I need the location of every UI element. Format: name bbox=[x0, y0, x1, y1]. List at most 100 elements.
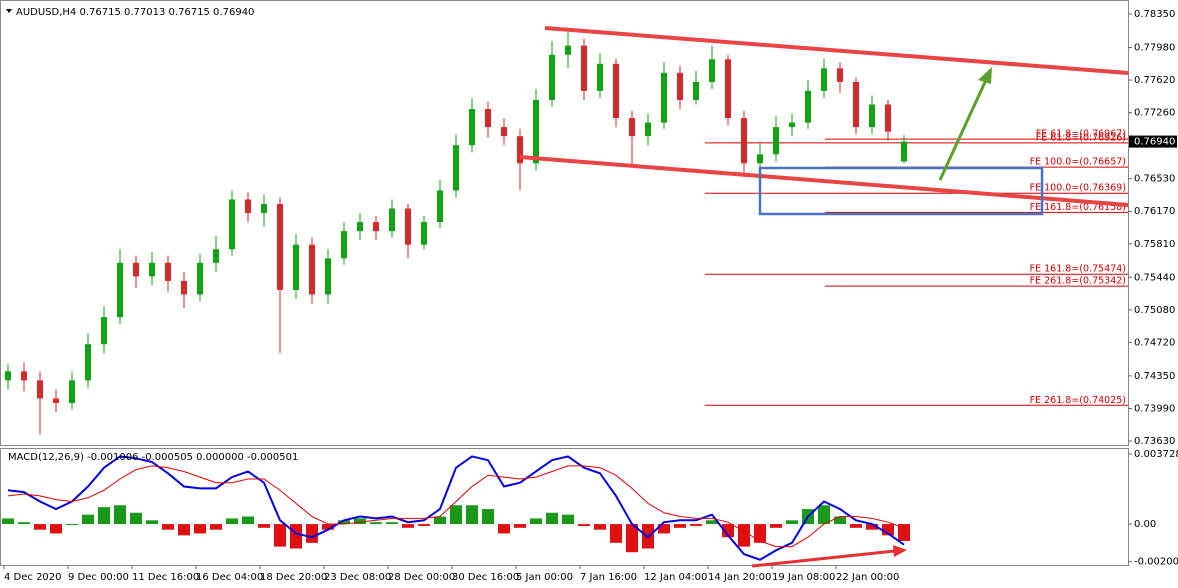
y-tick-label: 0.75810 bbox=[1134, 239, 1175, 250]
macd-bar bbox=[130, 512, 142, 525]
fibo-label: FE 61.8=(0.76926) bbox=[1036, 132, 1126, 143]
y-tick-label: 0.77620 bbox=[1134, 75, 1175, 86]
candle-body bbox=[677, 72, 683, 100]
candle-body bbox=[581, 45, 587, 91]
macd-y-tick-label: -0.002005 bbox=[1134, 557, 1178, 568]
candle-body bbox=[245, 199, 251, 214]
y-tick-label: 0.74720 bbox=[1134, 337, 1175, 348]
macd-bar bbox=[834, 516, 846, 525]
candle-body bbox=[181, 280, 187, 295]
macd-bar bbox=[770, 524, 782, 528]
price-pane bbox=[0, 0, 1129, 446]
menu-triangle[interactable] bbox=[6, 9, 12, 13]
x-tick-label: 14 Jan 20:00 bbox=[708, 572, 771, 583]
x-tick-label: 19 Jan 08:00 bbox=[772, 572, 835, 583]
macd-bar bbox=[450, 505, 462, 525]
candle-body bbox=[229, 199, 235, 250]
x-tick-label: 7 Jan 16:00 bbox=[580, 572, 637, 583]
y-tick-label: 0.73630 bbox=[1134, 436, 1175, 447]
macd-bar bbox=[882, 524, 894, 536]
candle-body bbox=[69, 380, 75, 404]
macd-bar bbox=[258, 524, 270, 528]
x-tick-label: 23 Dec 08:00 bbox=[324, 572, 391, 583]
candle-body bbox=[261, 203, 267, 214]
candle-body bbox=[53, 398, 59, 404]
fibo-label: FE 261.8=(0.74025) bbox=[1030, 395, 1126, 406]
macd-bar bbox=[194, 524, 206, 534]
candle-body bbox=[501, 127, 507, 137]
candle-body bbox=[309, 244, 315, 295]
macd-bar bbox=[354, 518, 366, 525]
macd-bar bbox=[658, 524, 670, 534]
candle-body bbox=[5, 371, 11, 381]
plot-layer: 0.78350 0.77980 0.77620 0.77260 0.76530 0.761… bbox=[2, 9, 1178, 583]
macd-bar bbox=[530, 518, 542, 525]
macd-bar bbox=[562, 514, 574, 525]
x-tick-label: 4 Dec 2020 bbox=[4, 572, 62, 583]
x-tick-label: 9 Dec 00:00 bbox=[68, 572, 129, 583]
macd-y-tick-label: 0.003728 bbox=[1134, 449, 1178, 460]
x-tick-label: 16 Dec 04:00 bbox=[196, 572, 263, 583]
macd-bar bbox=[674, 524, 686, 528]
macd-bar bbox=[722, 524, 734, 538]
macd-bar bbox=[210, 524, 222, 530]
x-tick-label: 28 Dec 00:00 bbox=[388, 572, 455, 583]
macd-bar bbox=[162, 524, 174, 530]
candle-body bbox=[773, 127, 779, 155]
candle-body bbox=[197, 262, 203, 295]
y-tick-label: 0.76530 bbox=[1134, 174, 1175, 185]
fibo-label: FE 61.8=(0.76967) bbox=[1036, 129, 1126, 140]
x-tick-label: 18 Dec 20:00 bbox=[260, 572, 327, 583]
last-price-box bbox=[1129, 135, 1177, 148]
candle-body bbox=[533, 99, 539, 164]
y-tick-label: 0.75080 bbox=[1134, 305, 1175, 316]
macd-bar bbox=[114, 505, 126, 525]
macd-line bbox=[7, 465, 905, 548]
macd-bar bbox=[386, 522, 398, 525]
x-tick-label: 30 Dec 16:00 bbox=[452, 572, 519, 583]
divergence-arrowhead bbox=[893, 545, 907, 557]
candle-body bbox=[165, 262, 171, 281]
macd-bar bbox=[2, 518, 14, 525]
macd-bar bbox=[434, 516, 446, 525]
candle-body bbox=[37, 380, 43, 399]
macd-bar bbox=[898, 524, 910, 541]
macd-bar bbox=[546, 512, 558, 525]
candle-body bbox=[645, 122, 651, 137]
candle-body bbox=[901, 141, 907, 162]
fibo-label: FE 161.8=(0.75474) bbox=[1030, 264, 1126, 275]
macd-bar bbox=[18, 522, 30, 525]
chart-title: AUDUSD,H4 0.76715 0.77013 0.76715 0.7694… bbox=[16, 7, 254, 18]
candle-body bbox=[853, 81, 859, 128]
macd-bar bbox=[514, 524, 526, 528]
macd-bar bbox=[226, 518, 238, 525]
x-tick-label: 22 Jan 00:00 bbox=[836, 572, 899, 583]
candle-body bbox=[213, 249, 219, 263]
last-price-label: 0.76940 bbox=[1134, 137, 1175, 148]
x-tick-label: 11 Dec 16:00 bbox=[132, 572, 199, 583]
candle-body bbox=[837, 68, 843, 82]
fibo-label: FE 100.0=(0.76657) bbox=[1030, 157, 1126, 168]
y-tick-label: 0.76170 bbox=[1134, 206, 1175, 217]
macd-bar bbox=[690, 524, 702, 526]
candle-body bbox=[597, 63, 603, 91]
fibo-label: FE 261.8=(0.75342) bbox=[1030, 276, 1126, 287]
x-tick-label: 12 Jan 04:00 bbox=[644, 572, 707, 583]
candle-body bbox=[629, 118, 635, 137]
candle-body bbox=[661, 72, 667, 123]
macd-bar bbox=[498, 524, 510, 534]
macd-bar bbox=[610, 524, 622, 543]
y-tick-label: 0.77980 bbox=[1134, 42, 1175, 53]
candle-body bbox=[437, 190, 443, 223]
candle-body bbox=[757, 154, 763, 164]
macd-bar bbox=[178, 524, 190, 536]
y-tick-label: 0.78350 bbox=[1134, 9, 1175, 20]
macd-bar bbox=[98, 507, 110, 525]
candle-body bbox=[805, 90, 811, 123]
candle-body bbox=[101, 317, 107, 345]
candle-body bbox=[341, 231, 347, 259]
macd-bar bbox=[274, 524, 286, 547]
macd-bar bbox=[338, 520, 350, 525]
y-tick-label: 0.77260 bbox=[1134, 108, 1175, 119]
